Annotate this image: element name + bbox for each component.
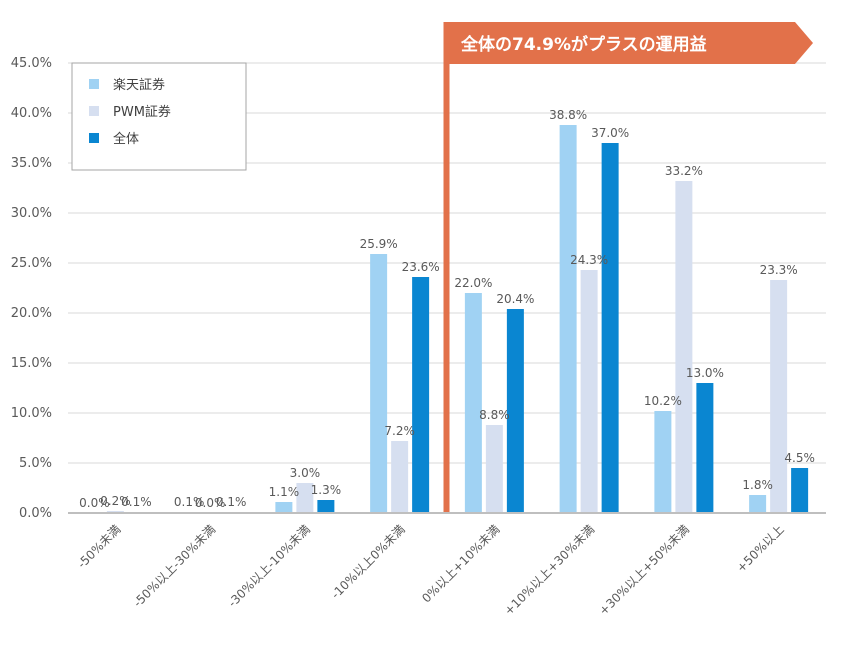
y-tick-label: 35.0% [11, 156, 52, 171]
x-category-label: +50%以上 [734, 522, 787, 575]
bar-total [696, 383, 714, 513]
legend-label-pwm: PWM証券 [113, 104, 171, 120]
data-label-total: 0.1% [121, 495, 152, 509]
x-axis-categories: -50%未満 -50%以上-30%未満 -30%以上-10%未満 -10%以上0%未満… [75, 522, 787, 618]
bar-total [317, 500, 335, 513]
bar-pwm [485, 425, 503, 513]
y-tick-label: 40.0% [11, 106, 52, 121]
data-label-rakuten: 38.8% [549, 108, 587, 122]
legend-swatch-total [89, 133, 99, 143]
x-category-label: -30%以上-10%未満 [225, 522, 313, 610]
data-label-pwm: 7.2% [384, 424, 415, 438]
y-tick-label: 5.0% [19, 456, 52, 471]
bar-pwm [296, 483, 314, 513]
data-label-rakuten: 0.1% [174, 495, 205, 509]
y-tick-label: 15.0% [11, 356, 52, 371]
data-label-pwm: 33.2% [665, 164, 703, 178]
data-label-total: 1.3% [311, 483, 342, 497]
y-axis-ticks: 0.0% 5.0% 10.0% 15.0% 20.0% 25.0% 30.0% 35.0% 40… [11, 56, 52, 521]
bar-rakuten [559, 125, 577, 513]
data-label-total: 0.1% [216, 495, 247, 509]
y-tick-label: 20.0% [11, 306, 52, 321]
legend-label-total: 全体 [113, 131, 139, 147]
x-category-label: +30%以上+50%未満 [596, 522, 692, 618]
data-labels: 0.0%0.2%0.1% 0.1%0.0%0.1%1.1%3.0%1.3%25.9… [79, 108, 815, 510]
bar-total [791, 468, 809, 513]
y-tick-label: 25.0% [11, 256, 52, 271]
y-tick-label: 0.0% [19, 506, 52, 521]
bar-pwm [391, 441, 409, 513]
data-label-rakuten: 10.2% [644, 394, 682, 408]
data-label-total: 13.0% [686, 366, 724, 380]
bars [85, 125, 809, 513]
data-label-rakuten: 0.0% [79, 496, 110, 510]
x-category-label: +10%以上+30%未満 [501, 522, 597, 618]
bar-total [601, 143, 619, 513]
y-tick-label: 10.0% [11, 406, 52, 421]
bar-total [506, 309, 524, 513]
legend-label-rakuten: 楽天証券 [113, 77, 165, 93]
x-category-label: -10%以上0%未満 [329, 522, 408, 601]
data-label-rakuten: 1.8% [742, 478, 773, 492]
y-tick-label: 30.0% [11, 206, 52, 221]
legend-swatch-pwm [89, 106, 99, 116]
bar-pwm [675, 181, 693, 513]
legend-swatch-rakuten [89, 79, 99, 89]
y-tick-label: 45.0% [11, 56, 52, 71]
plus-minus-divider [443, 22, 450, 512]
bar-total [412, 277, 430, 513]
legend: 楽天証券 PWM証券 全体 [71, 62, 247, 171]
data-label-rakuten: 1.1% [269, 485, 300, 499]
legend-box [71, 62, 247, 171]
bar-pwm [580, 270, 598, 513]
bar-rakuten [370, 254, 388, 513]
x-category-label: -50%以上-30%未満 [131, 522, 219, 610]
data-label-pwm: 0.0% [195, 496, 226, 510]
x-category-label: 0%以上+10%未満 [419, 522, 502, 605]
bar-rakuten [749, 495, 767, 513]
data-label-rakuten: 25.9% [360, 237, 398, 251]
bar-rakuten [464, 293, 482, 513]
annotation-text: 全体の74.9%がプラスの運用益 [460, 34, 707, 55]
annotation-arrow [447, 22, 813, 64]
data-label-rakuten: 22.0% [454, 276, 492, 290]
data-label-pwm: 0.2% [100, 494, 131, 508]
data-label-pwm: 24.3% [570, 253, 608, 267]
data-label-total: 4.5% [784, 451, 815, 465]
data-label-pwm: 23.3% [760, 263, 798, 277]
data-label-pwm: 8.8% [479, 408, 510, 422]
bar-pwm [770, 280, 788, 513]
bar-rakuten [654, 411, 672, 513]
data-label-total: 20.4% [496, 292, 534, 306]
bar-rakuten [275, 502, 293, 513]
annotation-banner: 全体の74.9%がプラスの運用益 [447, 22, 813, 64]
data-label-total: 37.0% [591, 126, 629, 140]
x-category-label: -50%未満 [75, 522, 124, 571]
data-label-pwm: 3.0% [290, 466, 321, 480]
data-label-total: 23.6% [402, 260, 440, 274]
